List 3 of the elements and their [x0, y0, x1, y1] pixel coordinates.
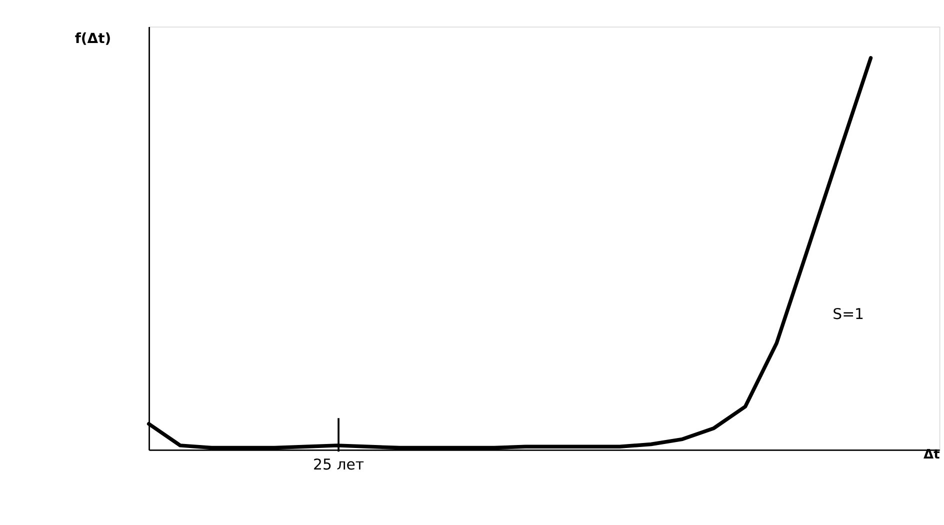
annotation: S=1 [832, 304, 864, 323]
text: 25 лет [313, 455, 364, 474]
y-axis-title: f(Δt) [74, 30, 112, 47]
